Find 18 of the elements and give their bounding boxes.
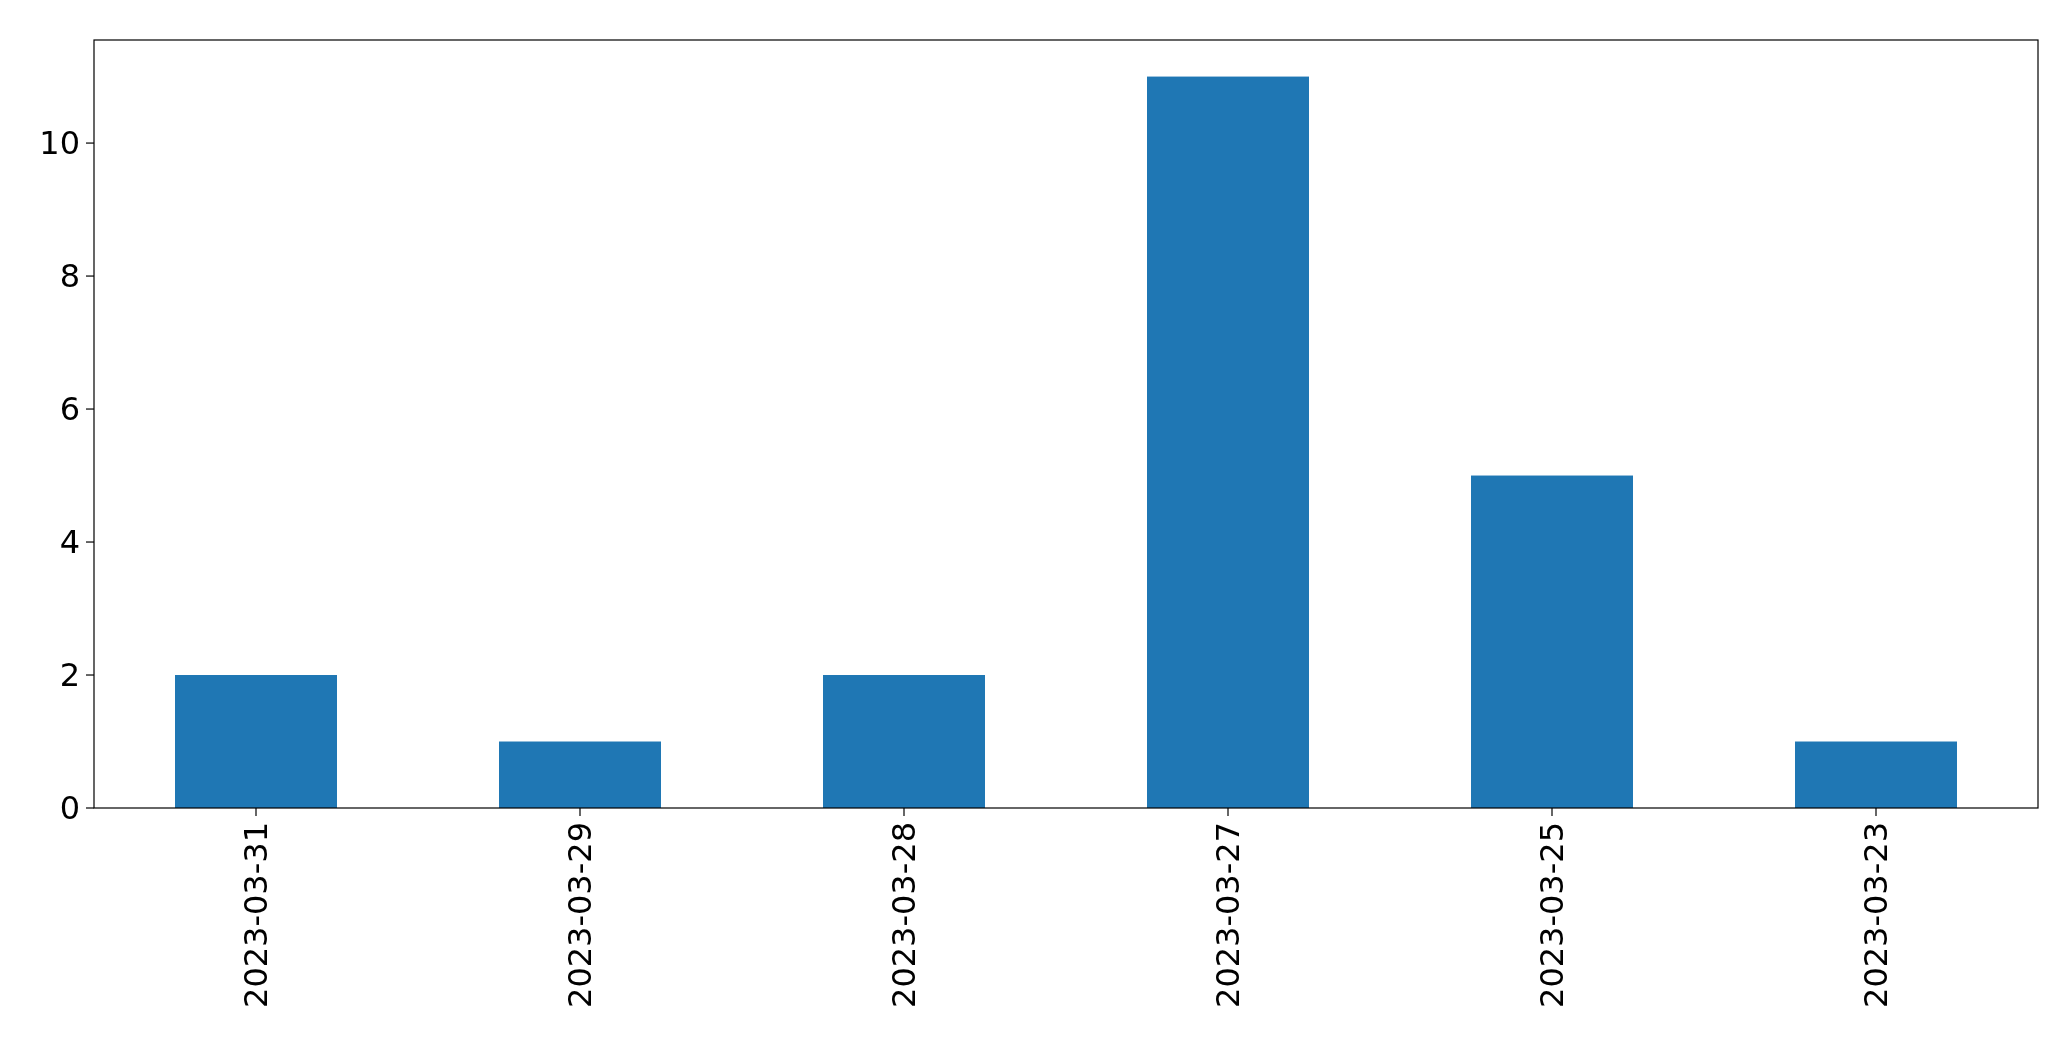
- y-tick-label: 8: [59, 257, 80, 296]
- bar: [823, 675, 985, 808]
- bar: [175, 675, 337, 808]
- x-tick-label: 2023-03-23: [1857, 822, 1896, 1008]
- x-tick-label: 2023-03-28: [885, 822, 924, 1008]
- bar: [1471, 475, 1633, 808]
- y-tick-label: 10: [39, 124, 80, 163]
- x-tick-label: 2023-03-29: [561, 822, 600, 1008]
- y-tick-label: 6: [59, 390, 80, 429]
- y-tick-label: 4: [59, 523, 80, 562]
- bar: [499, 741, 661, 808]
- x-tick-label: 2023-03-31: [237, 822, 276, 1008]
- y-tick-label: 2: [59, 656, 80, 695]
- bar: [1795, 741, 1957, 808]
- bar: [1147, 76, 1309, 808]
- y-tick-label: 0: [59, 789, 80, 828]
- x-tick-label: 2023-03-25: [1533, 822, 1572, 1008]
- x-tick-label: 2023-03-27: [1209, 822, 1248, 1008]
